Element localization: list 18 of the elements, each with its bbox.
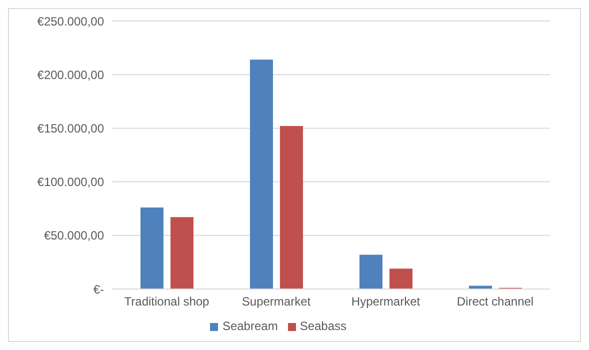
bar [280, 126, 303, 289]
x-tick-label: Supermarket [242, 294, 312, 309]
y-tick-label: €- [93, 282, 104, 296]
y-tick-label: €100.000,00 [37, 175, 104, 190]
bar [170, 217, 194, 289]
y-tick-label: €250.000,00 [37, 14, 104, 28]
x-tick-label: Direct channel [456, 294, 534, 309]
y-tick-label: €200.000,00 [37, 68, 104, 82]
bar [389, 268, 412, 289]
y-tick-label: €150.000,00 [37, 121, 104, 136]
x-tick-label: Hypermarket [351, 294, 421, 309]
bar [250, 60, 273, 289]
legend-label: Seabream [222, 319, 278, 333]
x-tick-label: Traditional shop [124, 294, 210, 309]
bar [140, 208, 164, 289]
bar [359, 254, 382, 289]
y-tick-label: €50.000,00 [44, 228, 104, 243]
legend-label: Seabass [300, 319, 347, 333]
